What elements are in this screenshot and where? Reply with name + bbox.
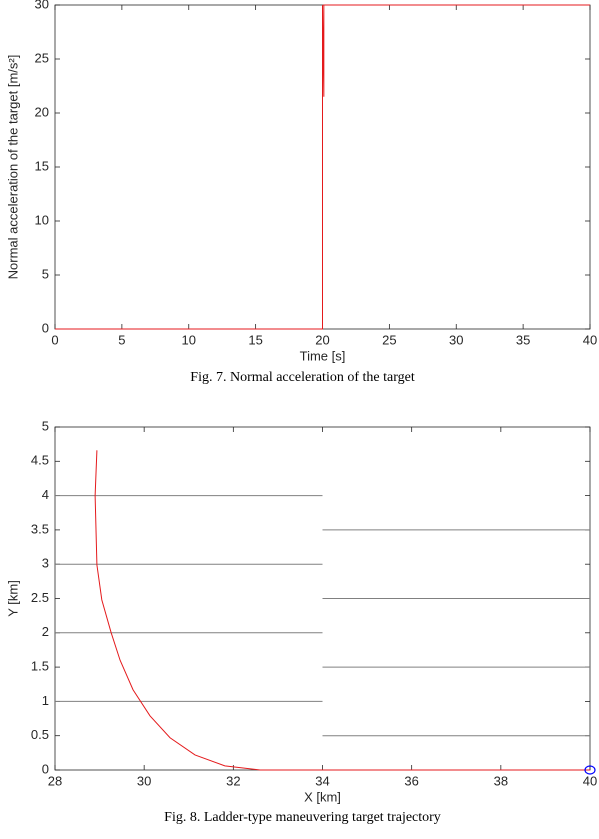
x-tick-label: 5 — [118, 332, 125, 347]
x-axis-label: X [km] — [304, 789, 341, 804]
line — [94, 450, 590, 771]
y-tick-label: 2 — [42, 624, 49, 639]
y-tick-label: 4.5 — [31, 453, 49, 468]
x-tick-label: 25 — [382, 332, 396, 347]
x-tick-label: 30 — [449, 332, 463, 347]
y-tick-label: 0.5 — [31, 727, 49, 742]
y-tick-label: 25 — [35, 50, 49, 65]
y-tick-label: 0 — [42, 761, 49, 776]
x-tick-label: 40 — [583, 773, 597, 788]
x-tick-label: 32 — [226, 773, 240, 788]
y-tick-label: 20 — [35, 104, 49, 119]
y-tick-label: 5 — [42, 266, 49, 281]
y-tick-label: 4 — [42, 487, 49, 502]
x-tick-label: 35 — [516, 332, 530, 347]
x-tick-label: 20 — [315, 332, 329, 347]
line — [55, 495, 590, 737]
y-tick-label: 3 — [42, 556, 49, 571]
y-tick-label: 5 — [42, 418, 49, 433]
y-axis-label: Normal acceleration of the target [m/s²] — [5, 55, 20, 280]
x-axis-label: Time [s] — [300, 348, 346, 363]
y-tick-label: 2.5 — [31, 590, 49, 605]
y-tick-label: 1.5 — [31, 659, 49, 674]
caption: Fig. 7. Normal acceleration of the targe… — [190, 370, 415, 385]
x-tick-label: 36 — [404, 773, 418, 788]
y-tick-label: 15 — [35, 158, 49, 173]
x-tick-label: 40 — [583, 332, 597, 347]
line — [55, 4, 590, 330]
y-tick-label: 30 — [35, 0, 49, 11]
x-tick-label: 28 — [48, 773, 62, 788]
y-tick-label: 10 — [35, 212, 49, 227]
x-tick-label: 15 — [248, 332, 262, 347]
x-tick-label: 38 — [494, 773, 508, 788]
x-tick-label: 30 — [137, 773, 151, 788]
caption: Fig. 8. Ladder-type maneuvering target t… — [164, 810, 441, 825]
x-tick-label: 0 — [51, 332, 58, 347]
y-tick-label: 1 — [42, 693, 49, 708]
x-tick-label: 10 — [182, 332, 196, 347]
y-tick-label: 3.5 — [31, 521, 49, 536]
y-tick-label: 0 — [42, 320, 49, 335]
x-tick-label: 34 — [315, 773, 329, 788]
y-axis-label: Y [km] — [5, 580, 20, 617]
marker — [584, 765, 596, 775]
